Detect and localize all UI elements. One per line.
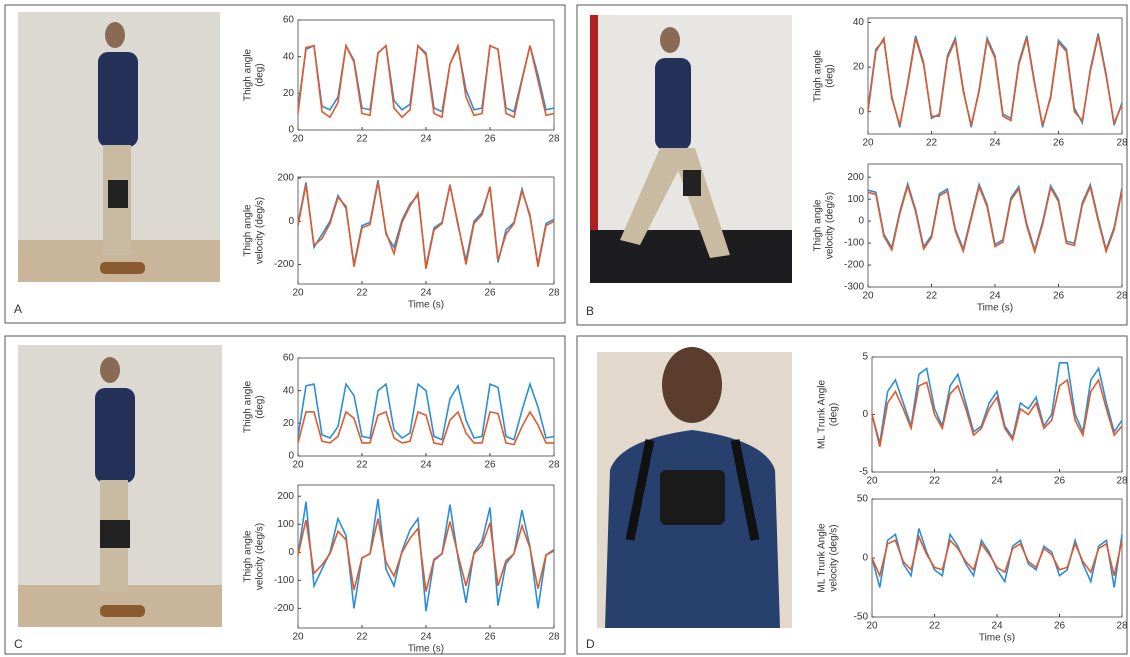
x-tick-label: 20 [862,138,874,149]
y-axis-label: Thigh angle [243,530,254,583]
y-tick-label: 20 [853,62,865,73]
y-tick-label: -200 [274,259,294,270]
x-tick-label: 22 [356,288,368,299]
y-axis-label: velocity (deg/s) [255,523,266,590]
y-tick-label: 20 [283,418,295,429]
y-tick-label: 0 [288,216,294,227]
x-tick-label: 26 [484,134,496,145]
y-axis-label: (deg) [255,395,266,418]
panel-label: C [14,637,23,651]
x-tick-label: 28 [548,288,560,299]
x-tick-label: 26 [484,460,496,471]
plot-area [868,164,1122,287]
x-tick-label: 26 [1054,476,1066,487]
y-tick-label: -100 [274,575,294,586]
panel-label: A [14,302,22,316]
y-tick-label: 200 [277,491,294,502]
y-axis-label: Thigh angle [243,48,254,101]
y-tick-label: -200 [274,603,294,614]
y-axis-label: velocity (deg/s) [829,524,840,591]
x-axis-label: Time (s) [408,300,444,311]
y-tick-label: 0 [858,106,864,117]
x-tick-label: 28 [1116,621,1128,632]
x-tick-label: 22 [929,476,941,487]
panel-label: D [586,637,595,651]
x-tick-label: 22 [356,460,368,471]
x-tick-label: 26 [1053,138,1065,149]
y-tick-label: 200 [847,172,864,183]
y-axis-label: (deg) [255,63,266,86]
x-tick-label: 28 [548,134,560,145]
x-tick-label: 20 [292,460,304,471]
y-tick-label: 50 [857,494,869,505]
x-tick-label: 20 [292,632,304,643]
x-axis-label: Time (s) [408,644,444,655]
y-tick-label: 5 [862,352,868,363]
y-tick-label: 200 [277,173,294,184]
x-axis-label: Time (s) [979,633,1015,644]
photo [18,345,222,627]
y-tick-label: 40 [283,385,295,396]
y-tick-label: 60 [283,15,295,26]
x-tick-label: 26 [484,288,496,299]
x-tick-label: 26 [1053,291,1065,302]
photo [590,15,792,283]
x-tick-label: 20 [292,134,304,145]
y-axis-label: Thigh angle [813,49,824,102]
x-tick-label: 22 [356,134,368,145]
x-tick-label: 28 [1116,476,1128,487]
x-tick-label: 26 [1054,621,1066,632]
x-tick-label: 24 [989,291,1001,302]
x-tick-label: 24 [991,621,1003,632]
y-axis-label: ML Trunk Angle [817,523,828,593]
y-tick-label: 100 [847,194,864,205]
y-tick-label: 100 [277,519,294,530]
x-tick-label: 28 [548,460,560,471]
y-tick-label: 20 [283,88,295,99]
plot-area [872,357,1122,472]
y-axis-label: velocity (deg/s) [825,192,836,259]
x-tick-label: 22 [929,621,941,632]
x-tick-label: 24 [420,460,432,471]
x-tick-label: 20 [866,476,878,487]
y-tick-label: 60 [283,353,295,364]
x-tick-label: 22 [356,632,368,643]
y-axis-label: Thigh angle [243,204,254,257]
x-tick-label: 24 [991,476,1003,487]
x-tick-label: 26 [484,632,496,643]
x-tick-label: 28 [1116,138,1128,149]
x-tick-label: 24 [420,134,432,145]
y-tick-label: -200 [844,260,864,271]
x-tick-label: 20 [866,621,878,632]
y-axis-label: Thigh angle [243,380,254,433]
x-tick-label: 20 [292,288,304,299]
panel-label: B [586,304,594,318]
y-tick-label: 40 [283,51,295,62]
y-axis-label: Thigh angle [813,199,824,252]
x-tick-label: 28 [548,632,560,643]
y-tick-label: 0 [862,553,868,564]
y-tick-label: 40 [853,17,865,28]
photo [597,347,792,628]
photo [18,12,220,282]
y-tick-label: 0 [858,216,864,227]
x-tick-label: 24 [420,632,432,643]
x-axis-label: Time (s) [977,303,1013,314]
x-tick-label: 20 [862,291,874,302]
y-tick-label: 0 [288,547,294,558]
x-tick-label: 28 [1116,291,1128,302]
y-axis-label: velocity (deg/s) [255,197,266,264]
y-tick-label: -300 [844,282,864,293]
y-tick-label: -100 [844,238,864,249]
x-tick-label: 22 [926,138,938,149]
y-axis-label: ML Trunk Angle [817,380,828,450]
x-tick-label: 24 [420,288,432,299]
y-axis-label: (deg) [829,403,840,426]
x-tick-label: 24 [989,138,1001,149]
y-tick-label: 0 [862,409,868,420]
y-axis-label: (deg) [825,64,836,87]
x-tick-label: 22 [926,291,938,302]
figure: A B C D 02040602022242628Thigh angle(deg… [0,0,1130,657]
plot-area [872,499,1122,617]
